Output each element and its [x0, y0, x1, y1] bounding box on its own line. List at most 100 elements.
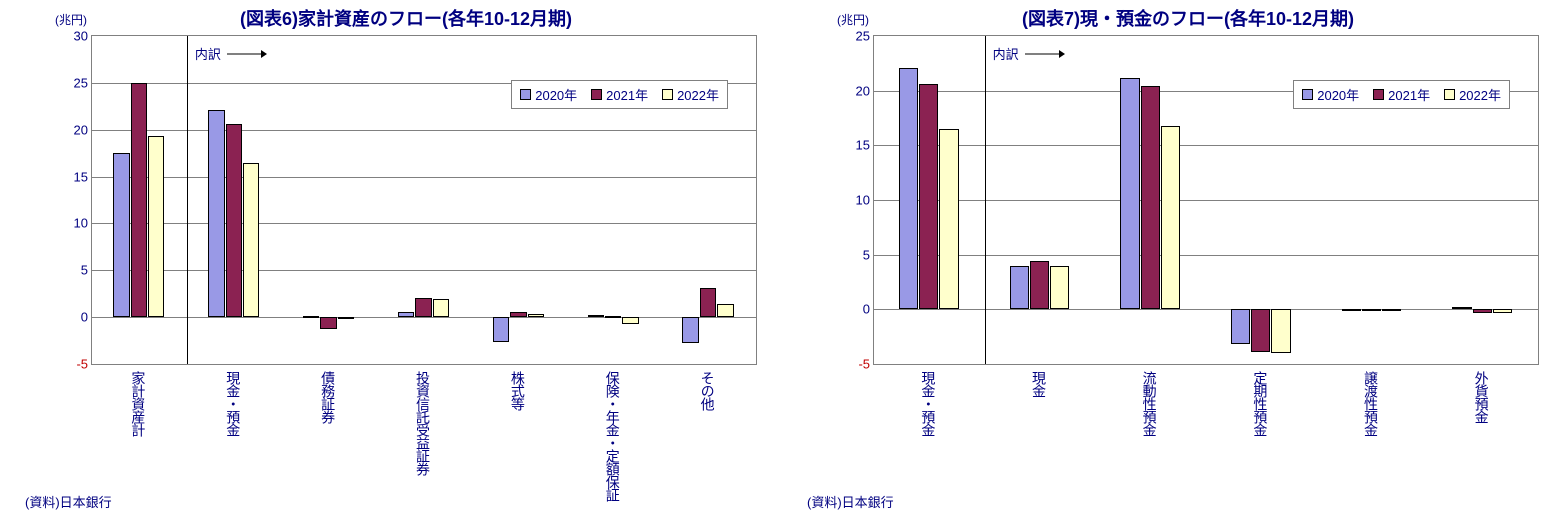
legend-item: 2021年	[1373, 85, 1430, 104]
x-category-label: 外貨預金	[1472, 371, 1492, 423]
x-category-label: 現金	[1029, 371, 1049, 397]
breakdown-label: 内訳	[993, 44, 1065, 63]
x-category-label: 株式等	[508, 371, 528, 410]
y-tick: 15	[54, 169, 88, 184]
bar	[1362, 309, 1381, 311]
breakdown-divider	[187, 36, 188, 364]
breakdown-text: 内訳	[993, 44, 1019, 63]
bar	[717, 304, 733, 317]
y-axis: -5051015202530	[54, 36, 88, 364]
gridline	[874, 309, 1538, 310]
x-category-label: 保険・年金・定額保証	[603, 371, 623, 501]
bar	[148, 136, 164, 317]
bar	[208, 110, 224, 317]
bar	[1141, 86, 1160, 309]
bar	[939, 129, 958, 309]
bar	[588, 315, 604, 317]
chart-title-7: (図表7)現・預金のフロー(各年10-12月期)	[787, 5, 1549, 31]
legend-item: 2022年	[1444, 85, 1501, 104]
gridline	[92, 177, 756, 178]
bar	[919, 84, 938, 309]
bar	[899, 68, 918, 310]
arrow-right-icon	[227, 49, 267, 59]
source-6: (資料)日本銀行	[25, 492, 112, 511]
bar	[1271, 309, 1290, 353]
y-axis: -50510152025	[836, 36, 870, 364]
x-category-label: 流動性預金	[1140, 371, 1160, 436]
x-labels-6: 家計資産計現金・預金債務証券投資信託受益証券株式等保険・年金・定額保証その他	[91, 365, 757, 495]
bar	[700, 288, 716, 317]
x-category-label: その他	[698, 371, 718, 410]
bar	[622, 317, 638, 324]
y-tick: 0	[54, 310, 88, 325]
y-tick: -5	[836, 357, 870, 372]
bar	[433, 299, 449, 317]
legend-swatch	[1373, 89, 1384, 100]
bar	[415, 298, 431, 317]
x-labels-7: 現金・預金 現金 流動性預金 定期性預金 譲渡性預金 外貨預金	[873, 365, 1539, 495]
legend-item: 2022年	[662, 85, 719, 104]
chart-panel-7: (兆円) (図表7)現・預金のフロー(各年10-12月期) -5 0 5 10 15 20…	[787, 5, 1549, 517]
breakdown-label: 内訳	[195, 44, 267, 63]
bar	[1231, 309, 1250, 344]
legend-label: 2020年	[535, 85, 577, 104]
legend-label: 2021年	[606, 85, 648, 104]
gridline	[92, 223, 756, 224]
legend-swatch	[591, 89, 602, 100]
x-category-label: 譲渡性預金	[1361, 371, 1381, 436]
bar	[1382, 309, 1401, 311]
bar	[510, 312, 526, 318]
bar	[131, 83, 147, 317]
y-tick: 20	[836, 83, 870, 98]
y-tick: 15	[836, 138, 870, 153]
gridline	[874, 255, 1538, 256]
y-tick: 5	[54, 263, 88, 278]
y-tick: 5	[836, 247, 870, 262]
y-unit-right: (兆円)	[837, 11, 869, 28]
y-tick: 0	[836, 302, 870, 317]
bar	[528, 314, 544, 317]
y-unit-left: (兆円)	[55, 11, 87, 28]
arrow-right-icon	[1025, 49, 1065, 59]
legend-item: 2020年	[1302, 85, 1359, 104]
chart-plot-6: -5051015202530内訳2020年2021年2022年	[91, 35, 757, 365]
y-tick: 30	[54, 29, 88, 44]
legend-label: 2020年	[1317, 85, 1359, 104]
bar	[303, 316, 319, 318]
bar	[113, 153, 129, 317]
bar	[1030, 261, 1049, 309]
legend-swatch	[520, 89, 531, 100]
bar	[493, 317, 509, 342]
bar	[682, 317, 698, 343]
x-category-label: 定期性預金	[1250, 371, 1270, 436]
y-tick: 20	[54, 122, 88, 137]
bar	[243, 163, 259, 318]
gridline	[92, 317, 756, 318]
legend-item: 2020年	[520, 85, 577, 104]
chart-title-6: (図表6)家計資産のフロー(各年10-12月期)	[5, 5, 767, 31]
bar	[1452, 307, 1471, 309]
bar	[1493, 309, 1512, 312]
bar	[605, 316, 621, 318]
bar	[226, 124, 242, 317]
bar	[1010, 266, 1029, 310]
legend-item: 2021年	[591, 85, 648, 104]
bar	[1050, 266, 1069, 310]
y-tick: -5	[54, 357, 88, 372]
x-category-label: 債務証券	[318, 371, 338, 423]
bar	[1120, 78, 1139, 310]
gridline	[92, 270, 756, 271]
breakdown-text: 内訳	[195, 44, 221, 63]
bar	[1473, 309, 1492, 312]
y-tick: 10	[836, 193, 870, 208]
y-tick: 25	[836, 29, 870, 44]
legend-label: 2022年	[1459, 85, 1501, 104]
bar	[1251, 309, 1270, 352]
legend-swatch	[662, 89, 673, 100]
bar	[320, 317, 336, 329]
legend: 2020年 2021年 2022年	[1293, 80, 1510, 109]
bar	[338, 317, 354, 319]
gridline	[874, 200, 1538, 201]
x-category-label: 現金・預金	[918, 371, 938, 436]
chart-plot-7: -50510152025内訳2020年2021年2022年	[873, 35, 1539, 365]
